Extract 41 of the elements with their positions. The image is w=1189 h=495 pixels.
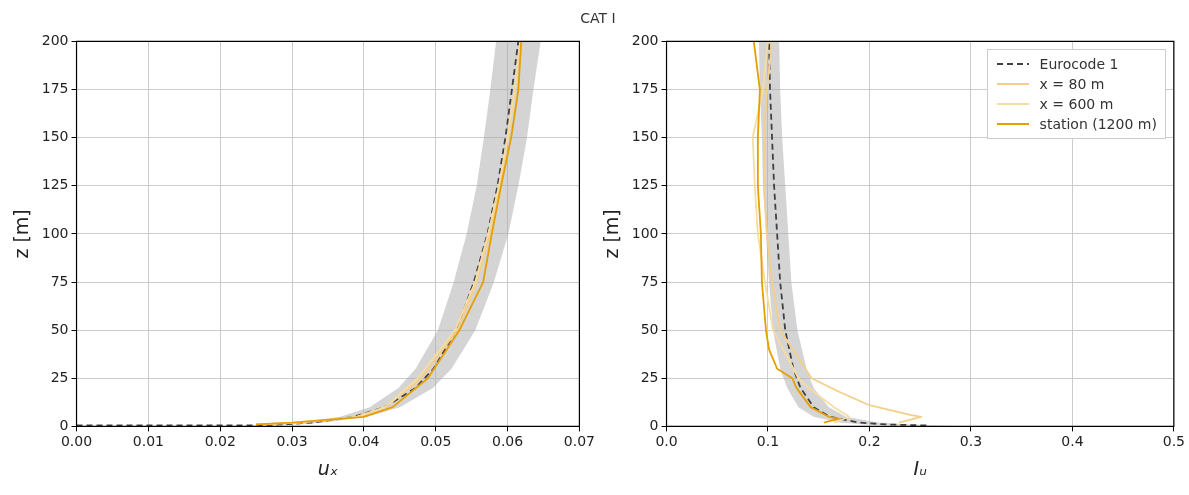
legend-label: station (1200 m): [1039, 115, 1157, 135]
x-tick-label: 0.5: [1162, 433, 1185, 450]
x-tick-label: 0.2: [858, 433, 881, 450]
x-tick-label: 0.03: [276, 433, 308, 450]
y-tick-label: 0: [59, 417, 69, 434]
y-tick-label: 75: [50, 272, 69, 289]
x-tick-label: 0.04: [348, 433, 380, 450]
y-tick-label: 175: [41, 80, 69, 97]
y-tick-label: 175: [631, 80, 659, 97]
chart-title: CAT I: [579, 9, 617, 28]
y-axis-title: z [m]: [600, 209, 623, 259]
y-tick-label: 25: [640, 368, 659, 385]
y-tick-label: 50: [640, 320, 659, 337]
y-tick-label: 125: [41, 176, 69, 193]
x-tick-label: 0.07: [563, 433, 595, 450]
y-tick-label: 150: [41, 128, 69, 145]
x-axis-title: uₓ: [317, 456, 339, 479]
x-tick-label: 0.05: [420, 433, 452, 450]
legend-label: x = 600 m: [1039, 95, 1114, 115]
x-tick-label: 0.02: [204, 433, 236, 450]
x-tick-label: 0.00: [60, 433, 93, 450]
y-tick-label: 25: [50, 368, 69, 385]
y-tick-label: 200: [41, 32, 69, 49]
y-tick-label: 100: [41, 224, 69, 241]
legend-label: Eurocode 1: [1039, 55, 1119, 75]
x-tick-label: 0.1: [756, 433, 780, 450]
y-tick-label: 100: [631, 224, 659, 241]
legend-label: x = 80 m: [1039, 75, 1105, 95]
y-tick-label: 125: [631, 176, 659, 193]
y-tick-label: 75: [640, 272, 659, 289]
y-tick-label: 0: [649, 417, 659, 434]
x-tick-label: 0.06: [491, 433, 524, 450]
x-tick-label: 0.0: [655, 433, 678, 450]
x-axis-title: Iᵤ: [913, 456, 928, 479]
y-tick-label: 150: [631, 128, 659, 145]
x-tick-label: 0.4: [1061, 433, 1084, 450]
y-tick-label: 50: [50, 320, 69, 337]
y-tick-label: 200: [631, 32, 659, 49]
y-axis-title: z [m]: [10, 209, 33, 259]
x-tick-label: 0.01: [132, 433, 164, 450]
x-tick-label: 0.3: [959, 433, 983, 450]
